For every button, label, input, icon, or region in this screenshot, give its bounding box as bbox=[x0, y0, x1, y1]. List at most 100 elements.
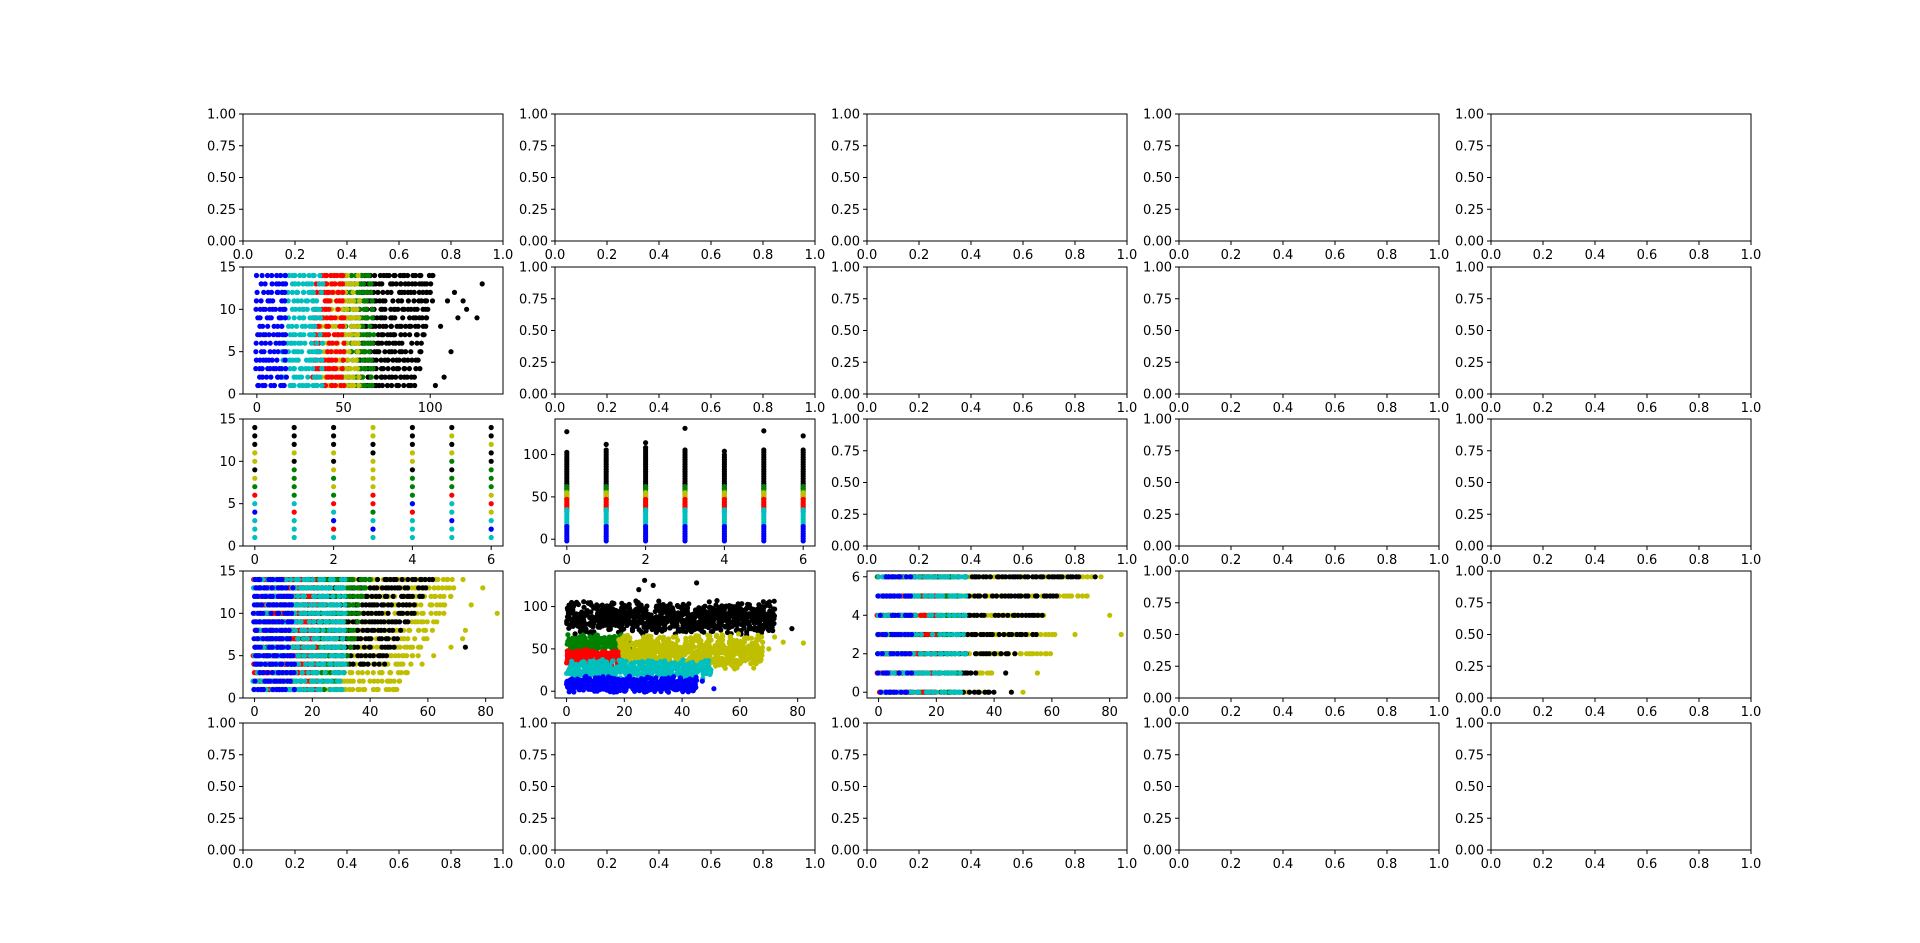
scatter-point bbox=[416, 289, 422, 295]
scatter-point bbox=[359, 593, 365, 600]
scatter-point bbox=[418, 602, 424, 608]
scatter-point bbox=[422, 576, 428, 583]
subplot-r0-c2: 0.0 0.2 0.4 0.6 0.8 1.00.000.250.500.751.00 bbox=[831, 108, 1137, 264]
scatter-point bbox=[755, 616, 761, 623]
y-tick-label: 0.75 bbox=[831, 139, 860, 154]
scatter-point bbox=[353, 357, 359, 363]
y-tick-label: 0.25 bbox=[1455, 508, 1484, 523]
scatter-point bbox=[289, 610, 295, 616]
scatter-point bbox=[767, 610, 773, 616]
scatter-point bbox=[449, 458, 455, 464]
scatter-point bbox=[256, 382, 262, 389]
scatter-point bbox=[379, 636, 385, 642]
scatter-point bbox=[306, 576, 312, 583]
scatter-point bbox=[262, 306, 268, 312]
scatter-point bbox=[365, 627, 371, 633]
scatter-point bbox=[300, 644, 306, 650]
scatter-point bbox=[339, 298, 345, 304]
scatter-point bbox=[612, 621, 619, 627]
scatter-point bbox=[267, 340, 273, 346]
scatter-point bbox=[281, 340, 287, 346]
scatter-point bbox=[314, 382, 320, 389]
scatter-point bbox=[770, 606, 777, 612]
scatter-point bbox=[362, 366, 369, 372]
scatter-point bbox=[257, 585, 264, 591]
scatter-point bbox=[564, 618, 570, 624]
scatter-point bbox=[391, 644, 397, 650]
scatter-point bbox=[440, 576, 446, 583]
scatter-point bbox=[364, 289, 370, 295]
scatter-point bbox=[488, 484, 494, 490]
scatter-point bbox=[360, 678, 366, 684]
scatter-point bbox=[409, 526, 415, 532]
scatter-point bbox=[449, 441, 455, 447]
scatter-point bbox=[351, 298, 357, 304]
scatter-point bbox=[293, 678, 300, 684]
scatter-point bbox=[656, 627, 662, 633]
scatter-point bbox=[388, 602, 394, 608]
scatter-point bbox=[719, 609, 725, 615]
scatter-point bbox=[464, 306, 470, 312]
scatter-point bbox=[411, 610, 417, 616]
scatter-point bbox=[416, 627, 422, 633]
x-tick-label: 0.2 bbox=[909, 401, 930, 416]
scatter-point bbox=[324, 585, 330, 591]
scatter-point bbox=[395, 306, 401, 312]
scatter-point bbox=[331, 458, 337, 464]
scatter-point bbox=[286, 627, 292, 633]
scatter-point bbox=[335, 306, 341, 312]
scatter-point bbox=[308, 602, 314, 608]
scatter-point bbox=[367, 678, 373, 684]
scatter-point bbox=[643, 445, 649, 451]
scatter-point bbox=[263, 585, 270, 591]
scatter-point bbox=[302, 340, 308, 346]
scatter-point bbox=[270, 332, 277, 338]
scatter-point bbox=[309, 686, 315, 693]
scatter-point bbox=[664, 619, 670, 625]
scatter-point bbox=[721, 484, 728, 490]
scatter-point bbox=[608, 608, 614, 614]
scatter-point bbox=[337, 627, 344, 633]
scatter-point bbox=[641, 624, 647, 630]
scatter-point bbox=[257, 576, 263, 583]
scatter-point bbox=[374, 585, 380, 591]
scatter-point bbox=[577, 625, 583, 631]
scatter-point bbox=[350, 686, 356, 693]
scatter-point bbox=[284, 670, 290, 676]
scatter-point bbox=[685, 610, 691, 617]
scatter-point bbox=[350, 289, 356, 295]
x-tick-label: 1.0 bbox=[1741, 248, 1762, 263]
scatter-point bbox=[291, 670, 297, 676]
scatter-point bbox=[398, 374, 404, 380]
scatter-point bbox=[488, 526, 494, 532]
scatter-point bbox=[282, 289, 288, 295]
scatter-point bbox=[329, 357, 335, 363]
scatter-point bbox=[371, 661, 377, 667]
scatter-point bbox=[406, 366, 412, 372]
scatter-point bbox=[360, 627, 366, 633]
scatter-point bbox=[351, 315, 358, 321]
scatter-point bbox=[291, 458, 297, 464]
y-tick-label: 0.00 bbox=[831, 388, 860, 403]
scatter-point bbox=[588, 629, 594, 635]
scatter-point bbox=[385, 636, 391, 642]
scatter-point bbox=[295, 298, 301, 304]
scatter-point bbox=[291, 686, 297, 693]
scatter-point bbox=[333, 366, 339, 372]
scatter-point bbox=[721, 523, 728, 530]
scatter-point bbox=[363, 298, 370, 304]
scatter-point bbox=[347, 366, 354, 372]
x-tick-label: 0.6 bbox=[1013, 401, 1034, 416]
scatter-point bbox=[362, 382, 368, 389]
scatter-point bbox=[564, 507, 570, 513]
scatter-point bbox=[340, 272, 346, 279]
scatter-point bbox=[319, 357, 325, 363]
scatter-point bbox=[393, 281, 399, 287]
scatter-point bbox=[364, 593, 370, 600]
scatter-point bbox=[288, 593, 294, 600]
scatter-point bbox=[351, 382, 357, 389]
x-tick-label: 0 bbox=[253, 401, 261, 416]
scatter-point bbox=[305, 298, 311, 304]
scatter-point bbox=[401, 382, 407, 389]
